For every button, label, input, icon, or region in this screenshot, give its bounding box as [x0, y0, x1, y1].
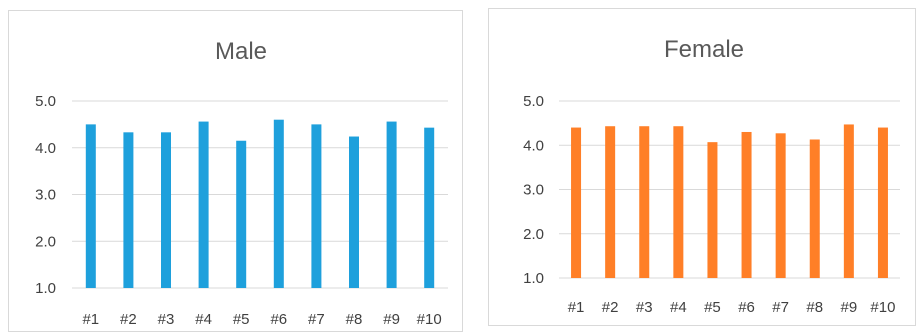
female-y-tick-label: 4.0	[523, 137, 544, 154]
female-bar	[843, 124, 854, 278]
female-bar	[741, 131, 752, 278]
male-bar	[198, 121, 209, 288]
female-x-tick-label: #3	[636, 299, 653, 316]
female-bar	[775, 133, 786, 278]
male-y-tick-label: 1.0	[35, 280, 56, 297]
female-x-tick-label: #2	[602, 299, 619, 316]
male-y-tick-label: 4.0	[35, 140, 56, 157]
male-y-tick-label: 5.0	[35, 93, 56, 110]
male-bar	[85, 124, 96, 288]
male-bar	[386, 121, 397, 288]
female-bar	[639, 126, 650, 278]
male-bar	[161, 132, 171, 288]
male-bar	[424, 127, 435, 289]
female-y-tick-label: 3.0	[523, 182, 544, 199]
female-chart-title: Female	[664, 36, 744, 63]
female-bar	[877, 127, 888, 278]
female-bar	[809, 139, 820, 278]
male-y-tick-label: 2.0	[35, 233, 56, 250]
male-x-tick-label: #2	[120, 311, 137, 328]
male-x-tick-label: #3	[158, 311, 175, 328]
male-x-tick-label: #8	[346, 311, 363, 328]
male-bar	[311, 124, 322, 288]
male-x-tick-label: #7	[308, 311, 325, 328]
female-y-tick-label: 5.0	[523, 93, 544, 110]
male-x-tick-label: #6	[270, 311, 287, 328]
female-chart: Female 1.0 2.0 3.0 4.0 5.0 #1 #2 #3 #4 #5 #6 #7 #8 #9 #…	[523, 36, 900, 316]
male-bar	[273, 119, 284, 288]
female-bar	[571, 127, 582, 278]
female-x-tick-label: #8	[806, 299, 823, 316]
female-y-tick-label: 1.0	[523, 270, 544, 287]
male-x-tick-label: #1	[82, 311, 99, 328]
female-bar	[707, 142, 718, 278]
male-bar	[349, 136, 359, 288]
female-bar	[673, 126, 684, 278]
male-bar	[123, 132, 134, 288]
female-bar	[605, 126, 616, 278]
female-x-tick-label: #10	[870, 299, 895, 316]
female-x-tick-label: #1	[568, 299, 585, 316]
male-x-tick-label: #10	[417, 311, 442, 328]
male-x-tick-label: #9	[383, 311, 400, 328]
male-y-tick-label: 3.0	[35, 187, 56, 204]
male-chart: Male 1.0 2.0 3.0 4.0 5.0 #1 #2 #3 #4 #5 #6 #7 #8 #9 #10	[35, 38, 448, 328]
male-bar	[236, 140, 247, 288]
female-y-tick-label: 2.0	[523, 226, 544, 243]
female-x-tick-label: #7	[772, 299, 789, 316]
female-x-tick-label: #5	[704, 299, 721, 316]
male-x-tick-label: #5	[233, 311, 250, 328]
female-x-tick-label: #9	[841, 299, 858, 316]
male-chart-panel: Male 1.0 2.0 3.0 4.0 5.0 #1 #2 #3 #4 #5 #6 #7 #8 #9 #10	[8, 10, 463, 332]
male-chart-title: Male	[215, 38, 267, 65]
male-x-tick-label: #4	[195, 311, 212, 328]
female-x-tick-label: #6	[738, 299, 755, 316]
female-x-tick-label: #4	[670, 299, 687, 316]
female-chart-panel: Female 1.0 2.0 3.0 4.0 5.0 #1 #2 #3 #4 #5 #6 #7 #8 #9 #…	[488, 8, 916, 326]
